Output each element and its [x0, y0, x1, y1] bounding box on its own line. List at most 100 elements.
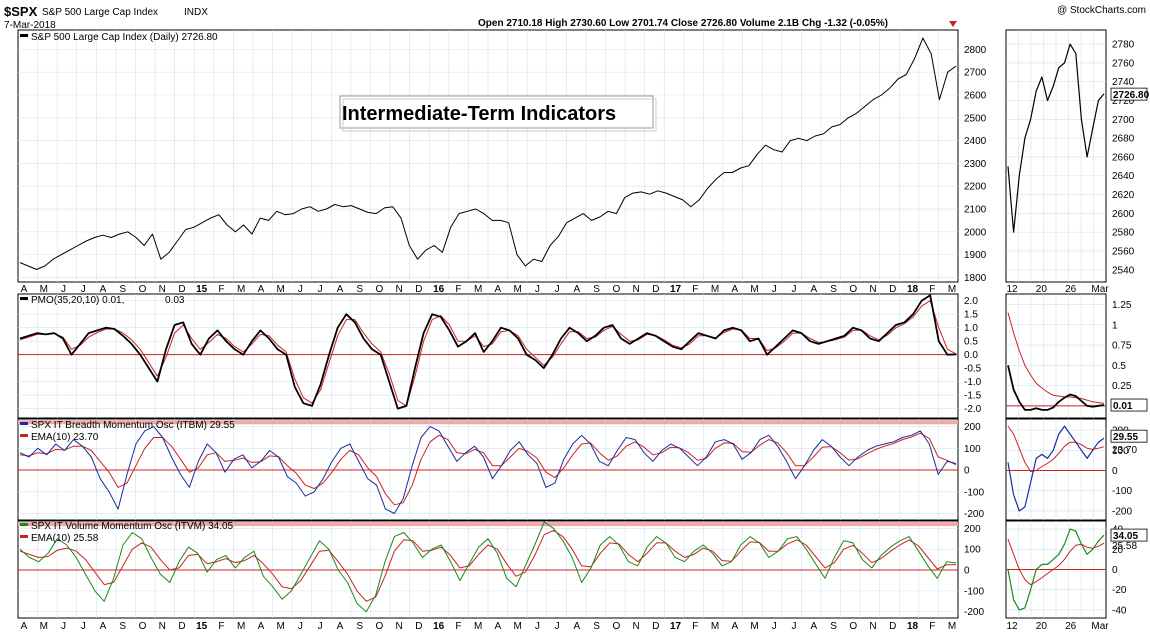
y-tick-label: 0.5	[1112, 361, 1126, 372]
y-tick-label: -200	[964, 509, 984, 520]
x-tick-label: A	[574, 284, 581, 295]
itbm-ema-legend: EMA(10) 23.70	[31, 432, 99, 443]
x-tick-label: N	[632, 284, 639, 295]
x-tick-label: N	[396, 621, 403, 632]
legend-swatch	[20, 434, 28, 437]
y-tick-label: -1.0	[964, 377, 982, 388]
x-tick-label: A	[100, 284, 107, 295]
x-tick-label: D	[178, 284, 185, 295]
y-tick-label: 1900	[964, 250, 987, 261]
y-tick-label: 2400	[964, 136, 987, 147]
x-tick-label: F	[692, 284, 698, 295]
x-tick-label: A	[258, 284, 265, 295]
x-tick-label: M	[474, 621, 482, 632]
x-tick-label: D	[415, 621, 422, 632]
x-tick-label: 18	[907, 284, 919, 295]
itbm-legend: SPX IT Breadth Momentum Osc (ITBM) 29.55	[31, 420, 235, 431]
y-tick-label: 2580	[1112, 228, 1135, 239]
x-tick-label: D	[415, 284, 422, 295]
x-tick-label: M	[513, 284, 521, 295]
y-tick-label: -20	[1112, 585, 1127, 596]
x-tick-label: M	[711, 284, 719, 295]
x-tick-label: A	[258, 621, 265, 632]
x-tick-label: J	[772, 621, 777, 632]
x-tick-label: J	[792, 284, 797, 295]
x-tick-label: A	[100, 621, 107, 632]
y-tick-label: 2700	[964, 68, 987, 79]
x-tick-label: J	[318, 621, 323, 632]
y-tick-label: 2540	[1112, 265, 1135, 276]
y-tick-label: -100	[964, 586, 984, 597]
last-value-text: 2726.80	[1113, 90, 1150, 101]
x-tick-label: S	[830, 621, 837, 632]
down-arrow-icon	[949, 21, 957, 27]
y-tick-label: -100	[964, 487, 984, 498]
x-tick-label: M	[40, 621, 48, 632]
x-tick-label: M	[277, 621, 285, 632]
y-tick-label: 2560	[1112, 246, 1135, 257]
x-tick-label: J	[81, 284, 86, 295]
y-tick-label: 0.0	[964, 350, 978, 361]
x-tick-label: J	[792, 621, 797, 632]
x-tick-label: 16	[433, 621, 445, 632]
x-tick-label: Mar	[1091, 284, 1109, 295]
y-tick-label: 2600	[964, 90, 987, 101]
y-tick-label: 0	[1112, 565, 1118, 576]
x-tick-label: D	[652, 284, 659, 295]
x-tick-label: F	[929, 284, 935, 295]
y-tick-label: -100	[1112, 486, 1132, 497]
y-tick-label: -200	[964, 607, 984, 618]
price-main-grid	[18, 30, 958, 282]
x-tick-label: 17	[670, 621, 682, 632]
y-tick-label: 2680	[1112, 134, 1135, 145]
x-tick-label: J	[535, 621, 540, 632]
x-tick-label: J	[555, 621, 560, 632]
itvm-legend: SPX IT Volume Momentum Osc (ITVM) 34.05	[31, 521, 234, 532]
x-tick-label: 17	[670, 284, 682, 295]
x-tick-label: F	[455, 284, 461, 295]
overbought-band	[18, 522, 958, 527]
pmo-legend-primary: PMO(35,20,10) 0.01,	[31, 295, 124, 306]
y-tick-label: 2100	[964, 205, 987, 216]
y-tick-label: 0.25	[1112, 381, 1132, 392]
price-series-line	[19, 37, 957, 270]
last-value-badge	[1110, 528, 1148, 542]
x-tick-label: 12	[1006, 284, 1018, 295]
x-tick-label: O	[612, 621, 620, 632]
ohlc-readout: Open 2710.18 High 2730.60 Low 2701.74 Cl…	[478, 18, 888, 29]
x-tick-label: D	[889, 284, 896, 295]
x-tick-label: 20	[1036, 284, 1048, 295]
y-tick-label: 1800	[964, 273, 987, 284]
legend-swatch	[20, 535, 28, 538]
watermark: @ StockCharts.com	[1057, 5, 1146, 16]
x-tick-label: A	[495, 284, 502, 295]
itbm-ema-line	[19, 432, 957, 506]
y-tick-label: 200	[964, 524, 981, 535]
x-tick-label: A	[495, 621, 502, 632]
y-tick-label: 2600	[1112, 209, 1135, 220]
x-tick-label: 26	[1065, 284, 1077, 295]
price-zoom-series-line	[1007, 43, 1105, 233]
annotation-text: Intermediate-Term Indicators	[342, 103, 616, 125]
x-tick-label: S	[830, 284, 837, 295]
y-tick-label: 2000	[964, 227, 987, 238]
legend-swatch	[20, 523, 28, 526]
x-tick-label: N	[632, 621, 639, 632]
x-tick-label: 20	[1036, 621, 1048, 632]
y-tick-label: 100	[1112, 446, 1129, 457]
x-tick-label: F	[929, 621, 935, 632]
chart-header: $SPX S&P 500 Large Cap Index INDX 7-Mar-…	[4, 4, 1146, 31]
y-tick-label: 2500	[964, 113, 987, 124]
x-tick-label: S	[356, 621, 363, 632]
legend-swatch	[20, 422, 28, 425]
y-tick-label: 2720	[1112, 96, 1135, 107]
x-tick-label: 12	[1006, 621, 1018, 632]
x-tick-label: M	[711, 621, 719, 632]
x-tick-label: J	[535, 284, 540, 295]
annotation-box: Intermediate-Term Indicators	[339, 95, 657, 132]
y-tick-label: 0	[964, 466, 970, 477]
y-tick-label: 0.5	[964, 337, 978, 348]
x-tick-label: J	[61, 621, 66, 632]
x-tick-label: 16	[433, 284, 445, 295]
